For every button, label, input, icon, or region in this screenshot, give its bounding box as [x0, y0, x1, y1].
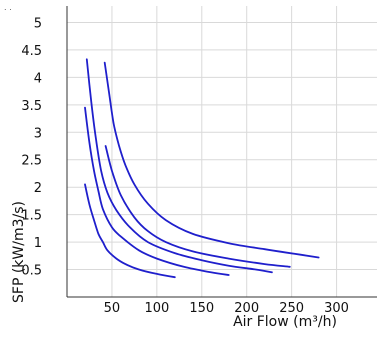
axes: [66, 6, 377, 298]
y-tick-label: 1: [34, 236, 42, 251]
corner-mark: . .: [4, 3, 12, 12]
x-tick-label: 50: [104, 301, 121, 316]
x-tick-label: 200: [234, 301, 259, 316]
series-line-2: [84, 106, 230, 276]
y-axis-title: SFP (kW/m3/s): [11, 201, 27, 303]
series-line-5: [103, 61, 320, 259]
x-tick-label: 100: [144, 301, 169, 316]
series-line-1: [84, 183, 176, 279]
y-tick-label: 3.5: [21, 99, 42, 114]
series-line-4: [104, 145, 291, 268]
y-tick-label: 0.5: [21, 264, 42, 279]
x-tick-label: 150: [189, 301, 214, 316]
y-tick-label: 4.5: [21, 44, 42, 59]
y-tick-label: 2: [34, 181, 42, 196]
y-tick-label: 1.5: [21, 209, 42, 224]
x-tick-label: 300: [324, 301, 349, 316]
x-tick-label: 250: [279, 301, 304, 316]
x-axis-title: Air Flow (m³/h): [233, 314, 337, 330]
series: [84, 58, 320, 279]
y-tick-label: 5: [34, 16, 42, 31]
y-tick-label: 4: [34, 71, 42, 86]
y-tick-label: 2.5: [21, 154, 42, 169]
tick-labels: 0.5 1 1.5 2 2.5 3 3.5 4 4.5 5 50 100 150 200 250 300: [21, 16, 349, 316]
series-line-3: [85, 58, 273, 274]
y-tick-label: 3: [34, 126, 42, 141]
grid: [67, 6, 377, 297]
